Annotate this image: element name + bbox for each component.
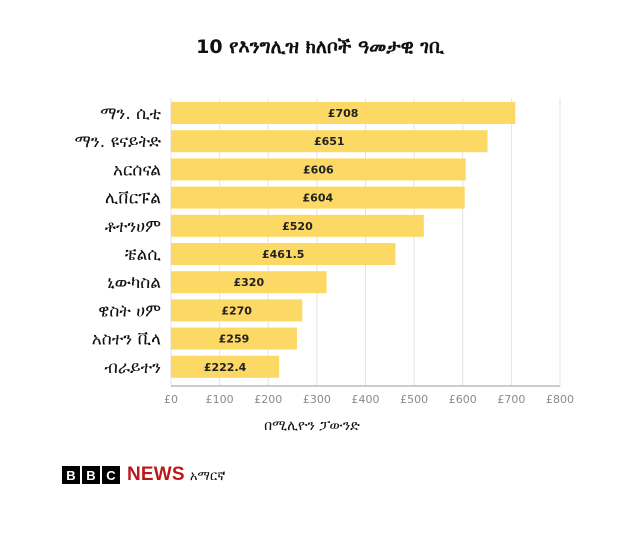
x-tick-label: £0 xyxy=(164,393,178,406)
category-label: ማን. ዩናይትድ xyxy=(75,132,162,152)
x-tick-label: £200 xyxy=(254,393,282,406)
bar xyxy=(171,327,297,350)
bar xyxy=(171,158,466,181)
x-axis-title: በሚሊዮን ፓውንድ xyxy=(264,418,360,434)
data-label: £259 xyxy=(219,333,250,346)
bar xyxy=(171,214,424,237)
news-wordmark: NEWS xyxy=(127,464,185,485)
category-label: ማን. ሲቲ xyxy=(100,104,161,124)
data-label: £270 xyxy=(221,304,252,317)
data-label: £604 xyxy=(303,192,334,205)
x-tick-label: £500 xyxy=(400,393,428,406)
category-label: ቶተንሀም xyxy=(105,217,161,237)
bbc-news-logo: B B C NEWS አማርኛ xyxy=(62,464,225,486)
data-label: £320 xyxy=(233,276,264,289)
x-tick-label: £300 xyxy=(303,393,331,406)
language-label: አማርኛ xyxy=(189,469,226,484)
x-tick-label: £100 xyxy=(206,393,234,406)
category-label: ኒውካስል xyxy=(107,273,161,293)
bar xyxy=(171,102,516,124)
category-label: ሊቨርፑል xyxy=(105,189,161,209)
x-tick-label: £400 xyxy=(352,393,380,406)
x-tick-label: £800 xyxy=(546,393,574,406)
category-label: አርሰናል xyxy=(113,160,161,180)
data-label: £606 xyxy=(303,163,334,176)
data-label: £461.5 xyxy=(262,248,304,261)
data-label: £222.4 xyxy=(204,361,247,374)
category-label: ቼልሲ xyxy=(125,245,161,265)
data-label: £708 xyxy=(328,107,359,120)
bar xyxy=(171,186,465,209)
chart-title: 10 የእንግሊዝ ክለቦች ዓመታዊ ገቢ xyxy=(196,36,444,58)
bar xyxy=(171,243,396,265)
category-label: ዌስት ሀም xyxy=(98,301,161,321)
category-label: አስተን ቪላ xyxy=(92,330,161,350)
data-label: £520 xyxy=(282,220,313,233)
data-label: £651 xyxy=(314,135,345,148)
bbc-letter-c: C xyxy=(102,466,120,484)
x-tick-label: £700 xyxy=(497,393,525,406)
bar xyxy=(171,355,280,378)
bar xyxy=(171,130,488,153)
bar xyxy=(171,271,327,294)
x-tick-label: £600 xyxy=(449,393,477,406)
bar xyxy=(171,299,303,322)
bbc-letter-b1: B xyxy=(62,466,80,484)
category-label: ብራይተን xyxy=(104,358,161,378)
bbc-letter-b2: B xyxy=(82,466,100,484)
